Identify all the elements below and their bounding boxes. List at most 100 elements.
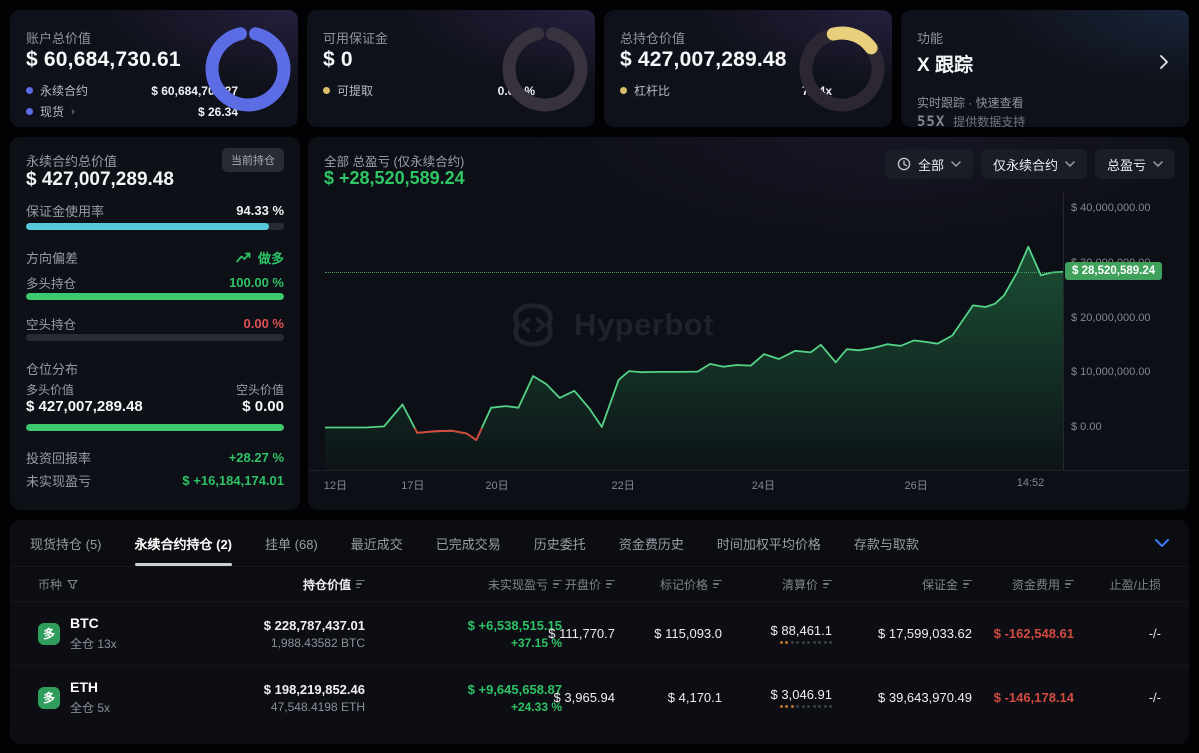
trend-up-icon: [236, 252, 251, 263]
collapse-section-chevron-icon[interactable]: [1155, 539, 1169, 547]
x-axis-tick: 17日: [401, 480, 425, 492]
filter-label: 全部: [917, 157, 944, 173]
funding-fee-cell: $ -162,548.61: [993, 626, 1074, 641]
tab-4[interactable]: 已完成交易: [435, 536, 501, 552]
tab-5[interactable]: 历史委托: [533, 536, 586, 552]
feature-label: 功能: [917, 31, 944, 46]
column-label: 清算价: [781, 577, 818, 592]
open-price-cell: $ 111,770.7: [548, 626, 615, 641]
column-label: 开盘价: [564, 577, 601, 592]
x-axis-tick: 20日: [485, 480, 509, 492]
long-value: $ 427,007,289.48: [26, 398, 143, 415]
current-value-tag: $ 28,520,589.24: [1065, 262, 1163, 280]
feature-provider: 55X 提供数据支持: [917, 113, 1026, 128]
short-position-pct: 0.00 %: [243, 316, 284, 331]
account-value-card: 账户总价值 $ 60,684,730.61 永续合约 $ 60,684,704.…: [10, 10, 298, 127]
chevron-right-icon: [1160, 55, 1168, 69]
sort-icon: [356, 579, 365, 589]
liquidation-price-cell: $ 88,461.1: [722, 623, 832, 644]
bias-text: 做多: [257, 251, 284, 266]
column-label: 持仓价值: [302, 577, 351, 592]
symbol-name: BTC: [70, 615, 99, 631]
caret-down-icon: [1153, 161, 1163, 167]
column-header-0[interactable]: 币种: [38, 576, 230, 593]
margin-donut-chart: [502, 27, 588, 112]
margin-usage-bar: [26, 223, 284, 230]
available-margin-value: $ 0: [323, 48, 353, 71]
symbol-name: ETH: [70, 679, 98, 695]
filter-time-range-dropdown[interactable]: 全部: [884, 149, 973, 179]
sort-icon: [553, 579, 562, 589]
column-label: 保证金: [921, 577, 958, 592]
y-axis-line: [1063, 192, 1064, 470]
column-header-5[interactable]: 清算价: [722, 576, 832, 593]
long-position-bar: [26, 293, 284, 300]
pnl-chart-panel: 全部 总盈亏 (仅永续合约) $ +28,520,589.24 全部 仅永续合约: [308, 137, 1189, 510]
column-label: 止盈/止损: [1109, 577, 1161, 592]
short-position-bar: [26, 334, 284, 341]
roi-label: 投资回报率: [26, 451, 92, 466]
column-header-6[interactable]: 保证金: [832, 576, 972, 593]
pnl-chart-value: $ +28,520,589.24: [324, 168, 465, 188]
tab-8[interactable]: 存款与取款: [853, 536, 919, 552]
x-axis-tick: 12日: [323, 480, 347, 492]
leverage-donut-chart: [799, 26, 885, 112]
long-position-label: 多头持仓: [26, 277, 77, 291]
column-header-8: 止盈/止损: [1074, 576, 1161, 593]
liquidation-price-cell: $ 3,046.91: [722, 687, 832, 708]
column-header-4[interactable]: 标记价格: [615, 576, 722, 593]
feature-tracking-card[interactable]: 功能 X 跟踪 实时跟踪 · 快速查看 55X 提供数据支持: [901, 10, 1189, 127]
tab-6[interactable]: 资金费历史: [618, 536, 684, 552]
roi-value: +28.27 %: [228, 450, 284, 465]
available-margin-card: 可用保证金 $ 0 可提取 0.00 %: [307, 10, 595, 127]
watermark: Hyperbot: [504, 300, 714, 350]
tab-0[interactable]: 现货持仓 (5): [30, 536, 102, 552]
perp-total-label: 永续合约总价值: [26, 153, 118, 169]
caret-down-icon: [951, 161, 961, 167]
filter-label: 仅永续合约: [992, 157, 1058, 173]
short-value-label: 空头价值: [235, 383, 284, 397]
long-side-badge: 多: [38, 686, 60, 709]
column-header-3[interactable]: 开盘价: [562, 576, 615, 593]
position-value-cell: $ 228,787,437.01 1,988.43582 BTC: [263, 617, 365, 650]
filter-label: 总盈亏: [1106, 157, 1146, 173]
summary-cards: 账户总价值 $ 60,684,730.61 永续合约 $ 60,684,704.…: [10, 10, 1189, 127]
unrealized-pnl-cell: $ +6,538,515.15 +37.15 %: [467, 617, 562, 650]
mark-price-cell: $ 115,093.0: [654, 626, 722, 641]
column-header-2[interactable]: 未实现盈亏: [365, 576, 562, 593]
tab-7[interactable]: 时间加权平均价格: [716, 536, 821, 552]
tab-2[interactable]: 挂单 (68): [265, 536, 318, 552]
x-axis-tick: 26日: [904, 480, 928, 492]
sort-icon: [963, 579, 972, 589]
column-label: 标记价格: [659, 577, 708, 592]
watermark-text: Hyperbot: [574, 307, 715, 342]
position-value-card: 总持仓价值 $ 427,007,289.48 杠杆比 7.04x: [604, 10, 892, 127]
direction-bias-value: 做多: [236, 248, 284, 267]
provider-text: 提供数据支持: [953, 115, 1026, 127]
x-axis-tick: 22日: [611, 480, 635, 492]
long-side-badge: 多: [38, 622, 60, 645]
filter-contract-type-dropdown[interactable]: 仅永续合约: [980, 149, 1087, 179]
position-value: $ 427,007,289.48: [620, 48, 787, 71]
upnl-label: 未实现盈亏: [26, 474, 92, 489]
clock-icon: [897, 157, 911, 171]
column-header-1[interactable]: 持仓价值: [230, 576, 365, 593]
tab-3[interactable]: 最近成交: [350, 536, 403, 552]
upnl-value: $ +16,184,174.01: [182, 473, 284, 488]
position-row-eth: 多 ETH 全仓 5x $ 198,219,852.46 47,548.4198 …: [10, 665, 1189, 729]
account-value: $ 60,684,730.61: [26, 48, 181, 71]
tab-1-active[interactable]: 永续合约持仓 (2): [134, 520, 232, 566]
filter-metric-dropdown[interactable]: 总盈亏: [1094, 149, 1175, 179]
legend-dot-perp: [26, 87, 33, 94]
sort-icon: [1065, 579, 1074, 589]
legend-item-spot[interactable]: 现货 › $ 26.34: [26, 103, 238, 120]
liquidation-risk-dots: [779, 705, 832, 708]
short-position-label: 空头持仓: [26, 318, 77, 332]
column-header-7[interactable]: 资金费用: [972, 576, 1074, 593]
tp-sl-cell: -/-: [1148, 690, 1161, 705]
symbol-cell: 多 ETH 全仓 5x: [38, 679, 230, 716]
chart-filters: 全部 仅永续合约 总盈亏: [884, 149, 1175, 179]
column-label: 币种: [38, 577, 63, 592]
open-price-cell: $ 3,965.94: [553, 690, 615, 705]
